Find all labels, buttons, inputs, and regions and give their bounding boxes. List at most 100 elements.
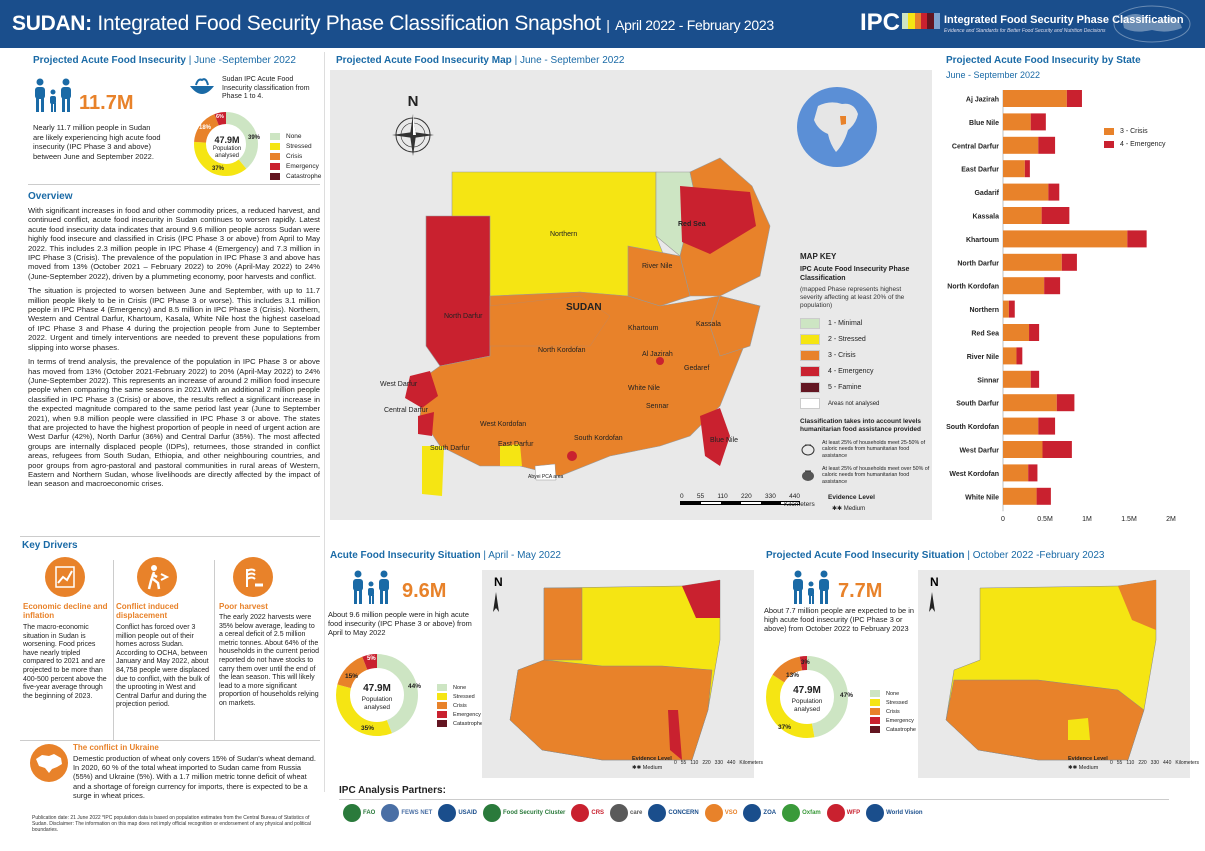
wheat-icon (233, 557, 273, 597)
partner-logo-icon (648, 804, 667, 822)
projected2-pct-crisis: 13% (786, 672, 800, 679)
projected-donut-chart (194, 112, 258, 176)
economic-chart-icon (45, 557, 85, 597)
partner-logo-label: FAO (363, 810, 376, 816)
projected2-map-panel: N Evidence Level ✱✱ Medium 0 55 110 220 330 4… (918, 570, 1199, 778)
globe-inset-map (797, 87, 877, 167)
bar-emergency (1061, 253, 1077, 271)
current-evidence-item: ✱✱ Medium (632, 765, 663, 771)
bar-category-label: Gadarif (974, 190, 999, 197)
bar-emergency (1029, 324, 1040, 341)
bar-category-label: Kassala (973, 214, 1000, 221)
bar-emergency (1038, 417, 1056, 435)
map-key-subtitle: IPC Acute Food Insecurity Phase Classifi… (800, 266, 910, 282)
ukraine-title: The conflict in Ukraine (73, 743, 159, 752)
partner-logo-icon (610, 804, 629, 822)
people-icon-current (353, 570, 389, 604)
svg-text:Abyei PCA area: Abyei PCA area (528, 474, 564, 480)
partner-logo-icon (704, 804, 723, 822)
bar-x-tick: 1.5M (1121, 516, 1137, 523)
bar-category-label: South Kordofan (946, 424, 999, 431)
bar-emergency (1056, 394, 1075, 412)
projected2-donut-legend: None Stressed Crisis Emergency Catastrop… (870, 690, 916, 735)
projected2-heading: Projected Acute Food Insecurity Situatio… (766, 550, 1105, 561)
partner-logo-label: CONCERN (668, 810, 699, 816)
people-icon (35, 78, 71, 112)
footnote: Publication date: 21 June 2022 *IPC popu… (32, 815, 311, 833)
globe-icon (1113, 5, 1191, 43)
current-scale: 0 55 110 220 330 440 Kilometers (674, 760, 763, 766)
partner-logo: WFP (826, 804, 860, 822)
bar-category-label: White Nile (965, 494, 999, 501)
partner-logo: FEWS NET (381, 804, 432, 822)
current-heading: Acute Food Insecurity Situation | April … (330, 550, 561, 561)
partner-logo-icon (343, 804, 361, 822)
food-sack-filled-icon (802, 470, 814, 481)
divider (339, 799, 1169, 800)
bar-crisis (1003, 183, 1049, 201)
svg-text:North Darfur: North Darfur (444, 313, 483, 320)
donut-slice-stressed (194, 112, 258, 176)
driver-harvest-text: The early 2022 harvests were 35% below a… (219, 614, 320, 707)
donut-slice-emergency (194, 112, 258, 176)
driver-conflict-text: Conflict has forced over 3 million peopl… (116, 624, 210, 709)
partner-logo-label: USAID (458, 810, 478, 816)
header-bar: SUDAN: Integrated Food Security Phase Cl… (0, 0, 1205, 48)
assist-2: At least 25% of households meet over 50%… (822, 466, 930, 485)
food-sack-icon (801, 444, 815, 456)
svg-text:Blue Nile: Blue Nile (710, 437, 738, 444)
projected2-pct-stressed: 37% (778, 724, 792, 731)
pct-none: 39% (248, 135, 261, 141)
current-donut-legend: None Stressed Crisis Emergency Catastrop… (437, 684, 483, 729)
page-title: SUDAN: Integrated Food Security Phase Cl… (12, 12, 774, 35)
bar-crisis (1003, 90, 1067, 107)
divider (214, 560, 215, 740)
ipc-logo-bars (902, 13, 940, 29)
map-key-note: (mapped Phase represents highest severit… (800, 286, 905, 309)
column-divider (324, 52, 325, 792)
drivers-heading: Key Drivers (22, 540, 78, 551)
current-pct-none: 44% (408, 683, 422, 690)
bar-emergency (1036, 487, 1051, 505)
current-evidence-title: Evidence Level (632, 756, 672, 762)
partner-logo-label: World Vision (886, 810, 923, 816)
partner-logo-icon (866, 804, 885, 822)
bar-category-label: West Kordofan (949, 471, 999, 478)
bar-crisis (1003, 230, 1128, 248)
ukraine-map-icon (30, 744, 68, 782)
displacement-icon (137, 557, 177, 597)
people-icon-projected2 (793, 570, 829, 604)
bar-category-label: East Darfur (961, 167, 999, 174)
ipc-logo-tagline: Evidence and Standards for Better Food S… (944, 28, 1106, 34)
bar-emergency (1066, 90, 1082, 107)
bar-category-label: West Darfur (959, 448, 999, 455)
current-donut-chart (336, 654, 418, 736)
partner-logo: care (610, 804, 642, 822)
partner-logo: FAO (343, 804, 375, 822)
bar-category-label: River Nile (967, 354, 999, 361)
current-map: N (493, 575, 721, 761)
partners-heading: IPC Analysis Partners: (339, 785, 446, 796)
bar-category-label: Red Sea (971, 331, 999, 338)
bar-emergency (1030, 113, 1046, 131)
bar-emergency (1028, 464, 1038, 482)
bar-crisis (1003, 300, 1009, 318)
partner-logos: FAO FEWS NET USAID Food Security Cluster CRS… (343, 804, 1173, 830)
bar-category-label: Aj Jazirah (966, 97, 999, 104)
bar-x-tick: 2M (1166, 516, 1176, 523)
bar-emergency (1024, 160, 1030, 178)
by-state-bar-chart: Aj Jazirah Blue Nile Central Darfur East Da… (946, 90, 1176, 523)
bar-crisis (1003, 277, 1045, 295)
evidence-title: Evidence Level (828, 494, 875, 501)
by-state-heading: Projected Acute Food Insecurity by State (946, 55, 1141, 66)
divider (20, 536, 320, 537)
svg-text:Central Darfur: Central Darfur (384, 407, 429, 414)
pct-emergency: 6% (216, 114, 224, 120)
bar-emergency (1044, 277, 1061, 295)
partner-logo-icon (571, 804, 590, 822)
partner-logo-label: ZOA (763, 810, 777, 816)
ipc-logo-name: Integrated Food Security Phase Classific… (944, 14, 1184, 26)
current-map-panel: N Evidence Level ✱✱ Medium 0 55 110 220 330 4… (482, 570, 763, 778)
donut-center-value: 47.9M (214, 135, 240, 145)
partner-logo: CRS (571, 804, 604, 822)
